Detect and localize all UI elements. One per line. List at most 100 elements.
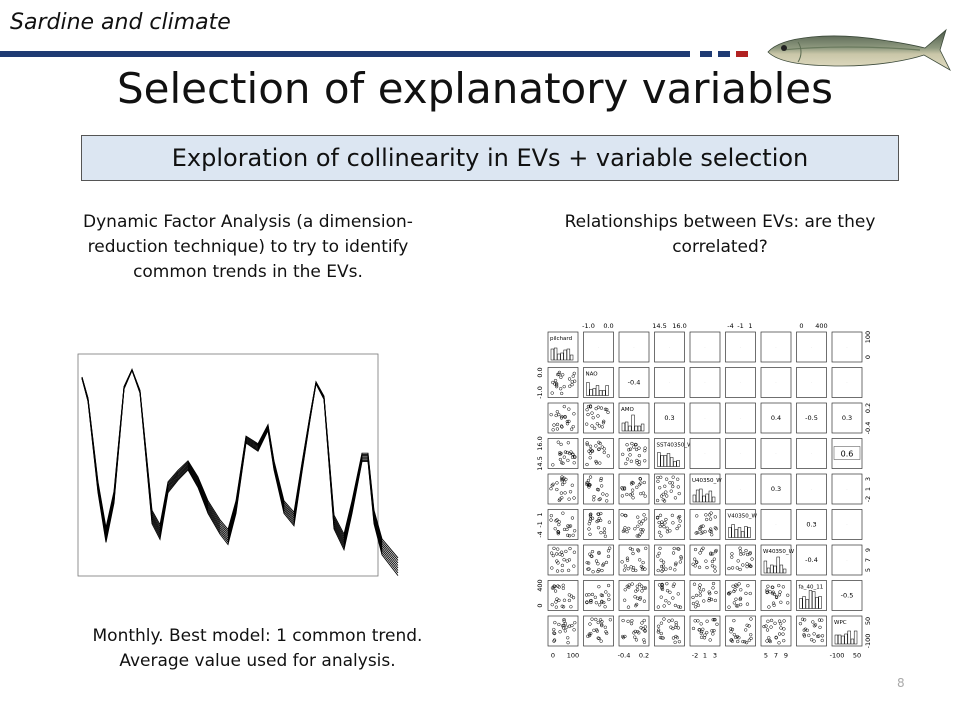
axis-tick-bottom: 7 xyxy=(774,652,778,660)
pairs-cell xyxy=(583,580,614,611)
pairs-cell: · xyxy=(725,367,756,398)
variable-label: AMO xyxy=(621,407,635,413)
svg-text:·: · xyxy=(847,487,848,491)
axis-tick-right: -100 xyxy=(864,634,872,649)
pairs-cell xyxy=(760,615,792,647)
header-dash-1 xyxy=(700,51,712,57)
pairs-cell: 0.3 xyxy=(796,509,827,540)
pairs-cell: · xyxy=(725,473,756,505)
svg-text:·: · xyxy=(811,452,812,456)
variable-label: NAO xyxy=(586,372,599,378)
pairs-cell: 0.3 xyxy=(654,402,685,434)
pairs-cell: · xyxy=(760,438,792,469)
axis-tick-left: 400 xyxy=(536,579,544,591)
pairs-cell: 0.4 xyxy=(760,402,792,434)
pairs-cell xyxy=(618,544,650,576)
svg-text:·: · xyxy=(811,487,812,491)
pairs-cell xyxy=(689,580,721,611)
pairs-cell xyxy=(547,580,579,611)
axis-tick-bottom: 3 xyxy=(713,652,717,660)
axis-tick-top: -4 xyxy=(727,322,733,330)
correlation-value: -0.4 xyxy=(628,379,641,387)
axis-tick-right: 50 xyxy=(864,617,872,625)
pairs-description: Relationships between EVs: are they corr… xyxy=(564,212,876,257)
svg-text:·: · xyxy=(598,345,599,349)
page-title: Selection of explanatory variables xyxy=(116,64,834,113)
svg-text:·: · xyxy=(740,452,741,456)
axis-tick-bottom: 50 xyxy=(853,652,861,660)
variable-label: W40350_W xyxy=(763,549,795,555)
pairs-cell: · xyxy=(796,438,827,469)
svg-text:·: · xyxy=(811,381,812,385)
svg-text:·: · xyxy=(776,452,777,456)
variable-label: V40350_W xyxy=(728,514,758,520)
pairs-cell: · xyxy=(725,402,756,434)
correlation-value: 0.3 xyxy=(664,414,674,422)
svg-text:·: · xyxy=(847,381,848,385)
axis-tick-left: -1 xyxy=(536,521,544,527)
axis-tick-bottom: -100 xyxy=(830,652,845,660)
axis-tick-bottom: 1 xyxy=(703,652,707,660)
variable-label: U40350_W xyxy=(692,478,722,484)
axis-tick-bottom: 0.2 xyxy=(639,652,649,660)
pairs-cell xyxy=(583,544,614,576)
pairs-cell: -0.4 xyxy=(796,544,827,576)
correlation-value: 0.4 xyxy=(771,414,781,422)
pairs-cell xyxy=(654,509,685,540)
dfa-description: Dynamic Factor Analysis (a dimension-red… xyxy=(83,212,413,282)
variable-label: SST40350_W xyxy=(657,443,694,449)
pairs-cell xyxy=(547,544,579,576)
axis-tick-right: -0.4 xyxy=(864,422,872,435)
pairs-cell: · xyxy=(760,331,792,363)
axis-tick-top: 0 xyxy=(799,322,803,330)
svg-text:·: · xyxy=(740,487,741,491)
sardine-fish-icon xyxy=(767,28,951,72)
section-label: Sardine and climate xyxy=(10,10,231,35)
pairs-cell: · xyxy=(689,331,721,363)
axis-tick-top: 16.0 xyxy=(672,322,686,330)
axis-tick-top: -1 xyxy=(737,322,743,330)
axis-tick-bottom: 5 xyxy=(764,652,768,660)
svg-text:·: · xyxy=(669,345,670,349)
pairs-cell: W40350_W xyxy=(760,544,795,576)
pairs-cell xyxy=(689,509,721,540)
svg-text:·: · xyxy=(811,345,812,349)
pairs-cell: 0.3 xyxy=(831,402,863,434)
pairs-cell xyxy=(618,509,650,540)
pairs-cell xyxy=(583,509,614,540)
axis-tick-bottom: 100 xyxy=(567,652,579,660)
pairs-cell xyxy=(547,615,579,647)
axis-tick-top: 400 xyxy=(815,322,827,330)
axis-tick-top: 0.0 xyxy=(603,322,613,330)
correlation-value: -0.4 xyxy=(805,556,818,564)
axis-tick-left: 1 xyxy=(536,512,544,516)
pairs-cell xyxy=(725,544,756,576)
pairs-cell: · xyxy=(831,367,863,398)
pairs-cell xyxy=(654,580,685,611)
axis-tick-right: 0.2 xyxy=(864,403,872,413)
svg-text:·: · xyxy=(740,381,741,385)
pairs-cell: SST40350_W xyxy=(654,438,694,469)
pairs-cell: · xyxy=(796,331,827,363)
pairs-cell xyxy=(618,580,650,611)
correlation-value: 0.3 xyxy=(806,521,816,529)
svg-text:·: · xyxy=(776,381,777,385)
svg-text:·: · xyxy=(847,523,848,527)
axis-tick-right: -2 xyxy=(864,496,872,502)
pairs-cell xyxy=(583,402,614,434)
pairs-cell xyxy=(547,438,579,469)
page-number: 8 xyxy=(897,676,905,690)
svg-text:·: · xyxy=(634,345,635,349)
pairs-cell: WPC xyxy=(831,615,863,647)
pairs-cell xyxy=(547,402,579,434)
pairs-cell xyxy=(796,615,827,647)
pairs-cell: · xyxy=(583,331,614,363)
axis-tick-left: 0 xyxy=(536,603,544,607)
variable-label: fa_40_11 xyxy=(799,585,824,591)
pairs-cell: · xyxy=(831,331,863,363)
pairs-cell xyxy=(689,544,721,576)
axis-tick-top: 14.5 xyxy=(652,322,666,330)
axis-tick-bottom: -2 xyxy=(692,652,698,660)
pairs-cell: · xyxy=(725,331,756,363)
svg-text:·: · xyxy=(776,523,777,527)
